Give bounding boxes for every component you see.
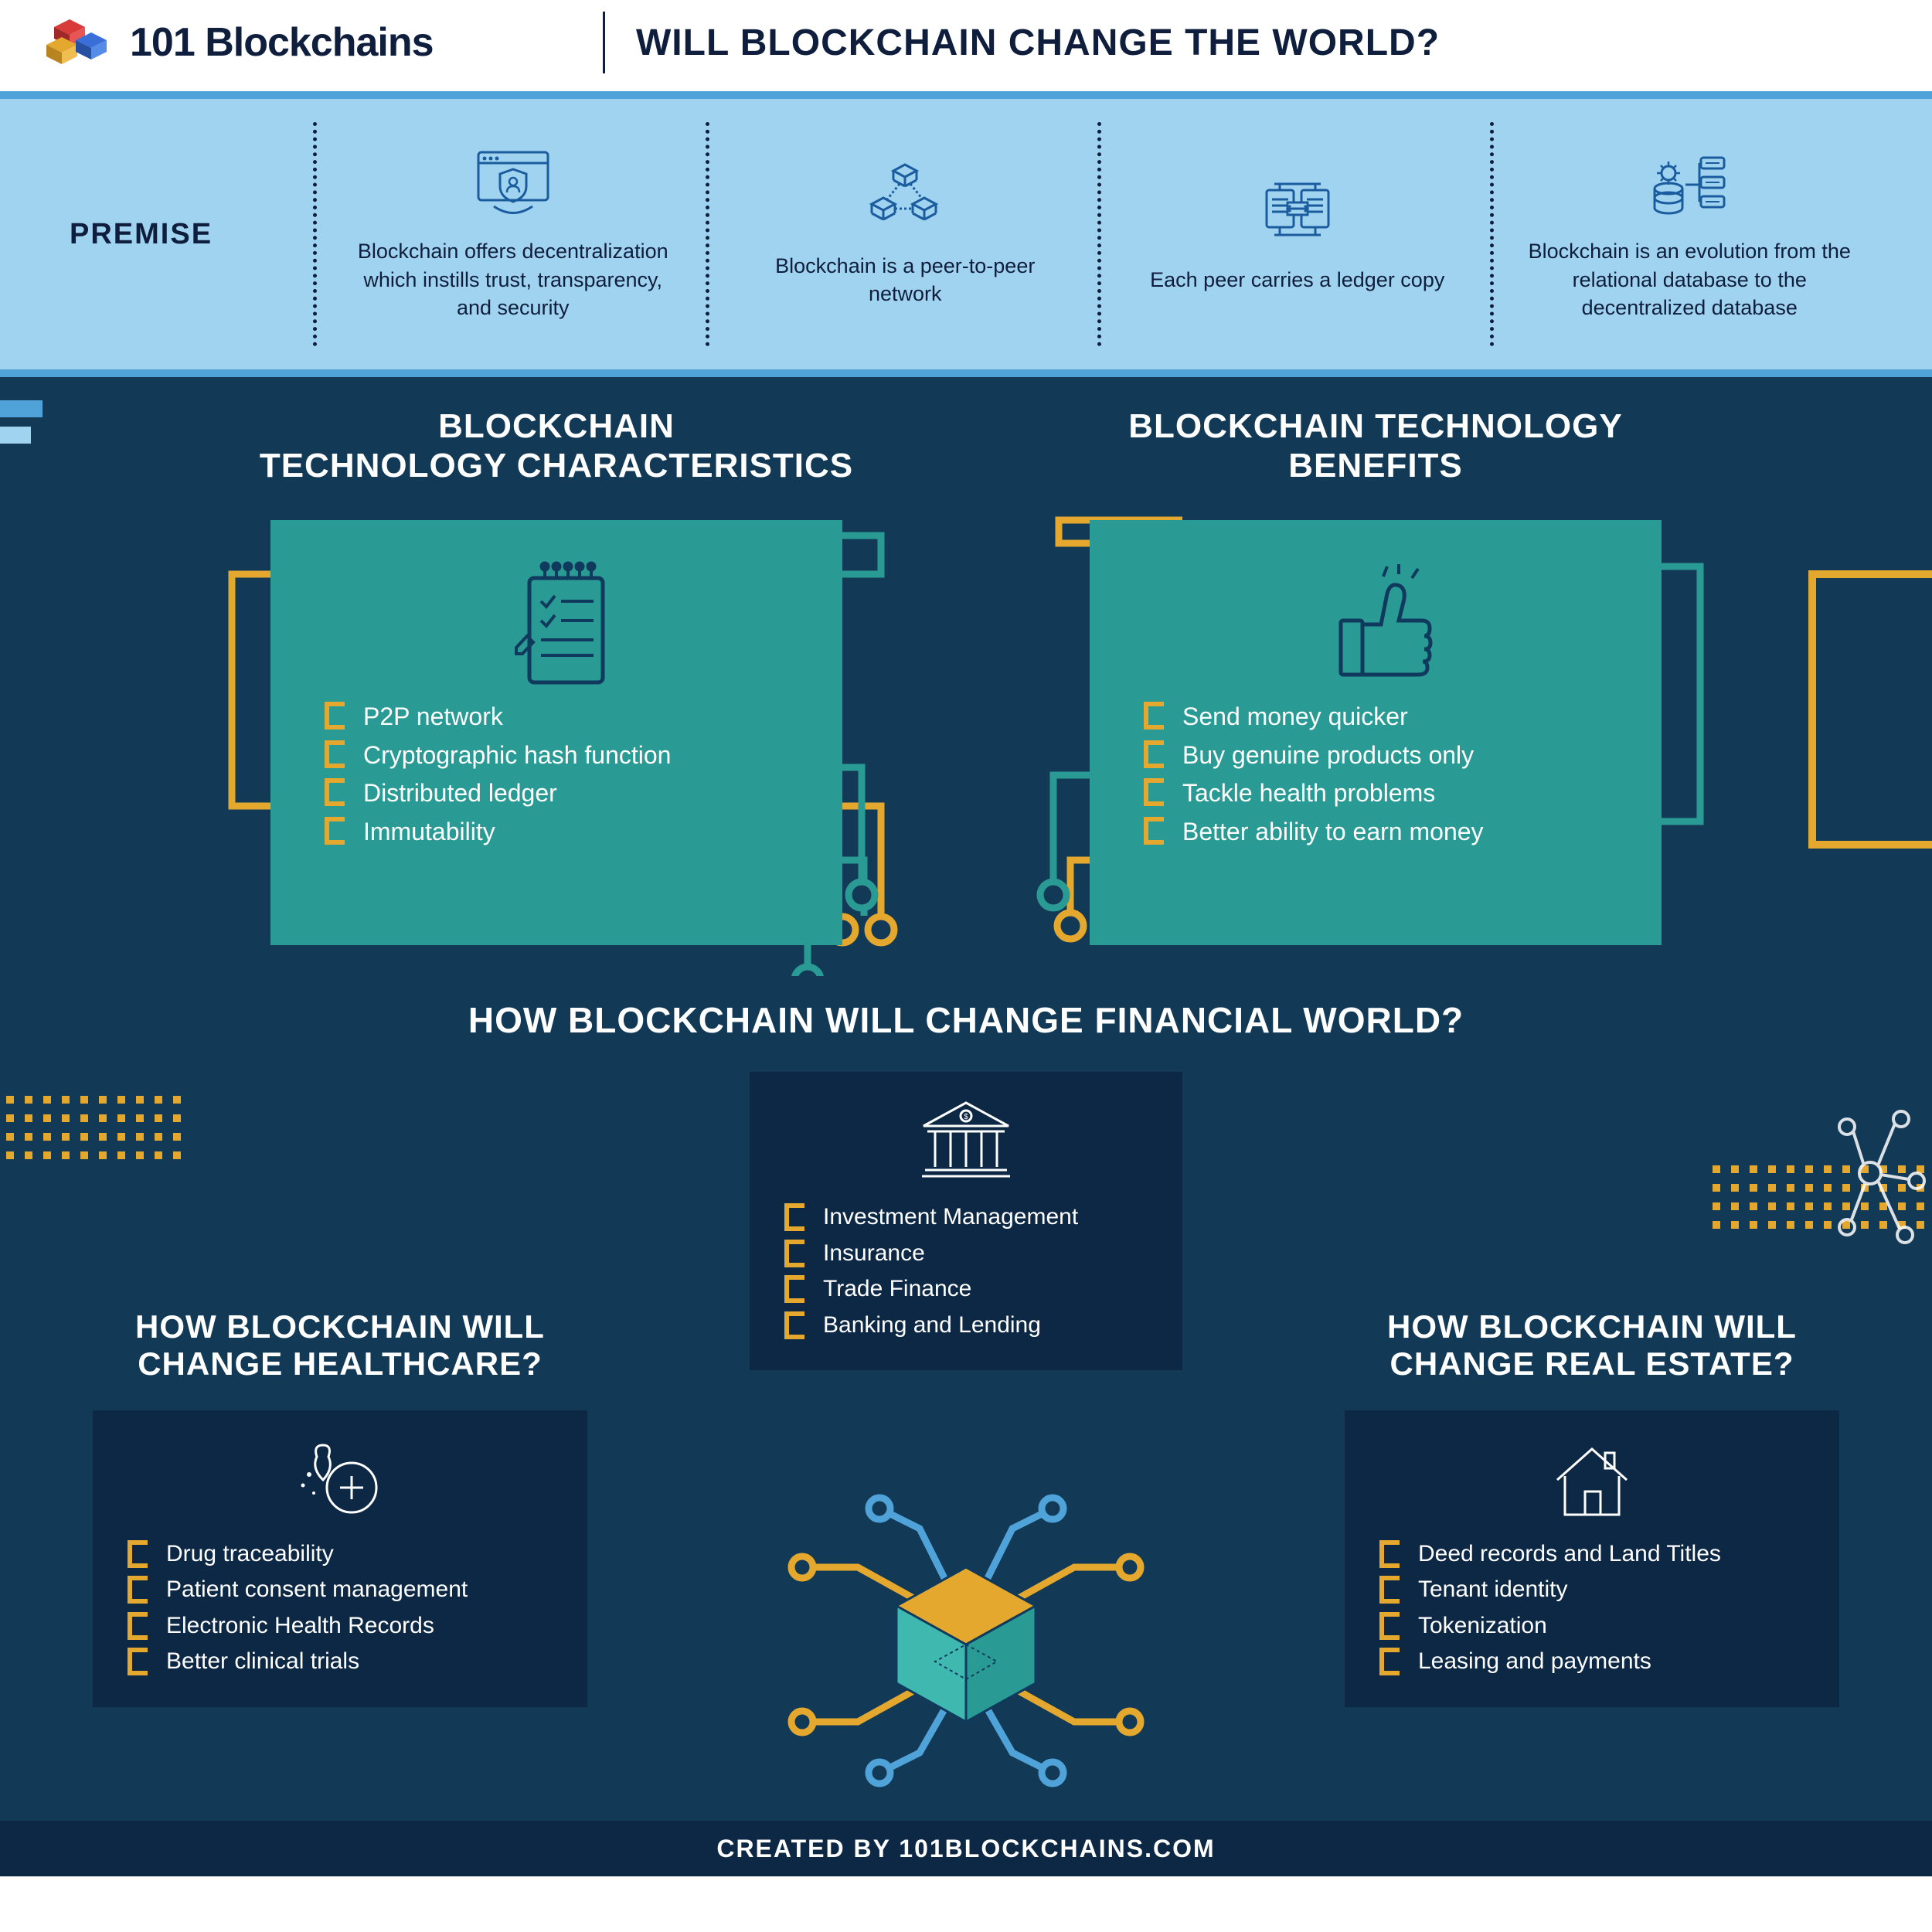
premise-item: Each peer carries a ledger copy [1101,99,1494,369]
list-item: Leasing and payments [1379,1644,1804,1680]
list-item: Banking and Lending [784,1308,1148,1344]
main-body: BLOCKCHAINTECHNOLOGY CHARACTERISTICS [0,377,1932,1876]
list-item: Trade Finance [784,1271,1148,1308]
header-bar: 101 Blockchains WILL BLOCKCHAIN CHANGE T… [0,0,1932,85]
p2p-network-icon [862,161,947,238]
list-item: Tackle health problems [1144,774,1623,813]
list-item: Electronic Health Records [128,1608,553,1645]
medical-cross-icon [128,1437,553,1522]
list-item: Tenant identity [1379,1572,1804,1608]
svg-text:$: $ [964,1113,968,1121]
realestate-card: Deed records and Land Titles Tenant iden… [1345,1410,1839,1707]
list-item: Deed records and Land Titles [1379,1536,1804,1573]
header-divider [603,12,605,73]
premise-item-text: Blockchain is an evolution from the rela… [1521,237,1859,321]
premise-items: Blockchain offers decentralization which… [317,99,1886,369]
realestate-list: Deed records and Land Titles Tenant iden… [1379,1536,1804,1680]
premise-label: PREMISE [70,218,301,251]
healthcare-column: HOW BLOCKCHAIN WILLCHANGE HEALTHCARE? [93,1308,587,1707]
list-item: Immutability [325,813,804,852]
logo-text: 101 Blockchains [130,19,434,66]
footer-text: CREATED BY 101BLOCKCHAINS.COM [716,1835,1215,1863]
brand-logo: 101 Blockchains [46,15,603,70]
premise-band: PREMISE Blockchain offers decentralizati… [0,91,1932,377]
database-evolution-icon [1647,146,1732,223]
page-title: WILL BLOCKCHAIN CHANGE THE WORLD? [636,22,1440,64]
decor-right-frame [1808,570,1932,849]
characteristics-column: BLOCKCHAINTECHNOLOGY CHARACTERISTICS [209,404,904,945]
decor-left-bars [0,400,43,444]
footer-bar: CREATED BY 101BLOCKCHAINS.COM [0,1821,1932,1876]
characteristics-list: P2P network Cryptographic hash function … [325,698,804,851]
list-item: Better ability to earn money [1144,813,1623,852]
benefits-card: Send money quicker Buy genuine products … [1090,520,1662,945]
list-item: Insurance [784,1236,1148,1272]
benefits-list: Send money quicker Buy genuine products … [1144,698,1623,851]
house-icon [1379,1437,1804,1522]
realestate-title: HOW BLOCKCHAIN WILLCHANGE REAL ESTATE? [1345,1308,1839,1383]
list-item: Cryptographic hash function [325,736,804,775]
list-item: Patient consent management [128,1572,553,1608]
financial-card: $ Investment Management Insurance Trade … [750,1072,1182,1370]
characteristics-title: BLOCKCHAINTECHNOLOGY CHARACTERISTICS [209,404,904,489]
premise-item: Blockchain is a peer-to-peer network [709,99,1102,369]
decor-dots-left [0,1096,181,1159]
list-item: Drug traceability [128,1536,553,1573]
list-item: P2P network [325,698,804,736]
ledger-copy-icon [1255,175,1340,252]
premise-item-text: Each peer carries a ledger copy [1150,266,1444,294]
premise-item: Blockchain offers decentralization which… [317,99,709,369]
logo-blocks-icon [46,15,116,70]
premise-item: Blockchain is an evolution from the rela… [1494,99,1886,369]
benefits-title: BLOCKCHAIN TECHNOLOGYBENEFITS [1028,404,1723,489]
infographic-root: 101 Blockchains WILL BLOCKCHAIN CHANGE T… [0,0,1932,1932]
thumbs-up-icon [1144,551,1623,698]
premise-item-text: Blockchain offers decentralization which… [344,237,682,321]
premise-item-text: Blockchain is a peer-to-peer network [736,252,1075,308]
top-two-columns: BLOCKCHAINTECHNOLOGY CHARACTERISTICS [0,377,1932,945]
decor-network-right [1816,1104,1932,1258]
financial-title: HOW BLOCKCHAIN WILL CHANGE FINANCIAL WOR… [0,999,1932,1041]
privacy-shield-icon [471,146,556,223]
center-cube-graphic [703,1467,1229,1791]
healthcare-list: Drug traceability Patient consent manage… [128,1536,553,1680]
bank-building-icon: $ [784,1099,1148,1184]
list-item: Distributed ledger [325,774,804,813]
list-item: Investment Management [784,1199,1148,1236]
list-item: Buy genuine products only [1144,736,1623,775]
healthcare-title: HOW BLOCKCHAIN WILLCHANGE HEALTHCARE? [93,1308,587,1383]
list-item: Better clinical trials [128,1644,553,1680]
financial-list: Investment Management Insurance Trade Fi… [784,1199,1148,1343]
list-item: Tokenization [1379,1608,1804,1645]
benefits-column: BLOCKCHAIN TECHNOLOGYBENEFITS [1028,404,1723,945]
realestate-column: HOW BLOCKCHAIN WILLCHANGE REAL ESTATE? D… [1345,1308,1839,1707]
characteristics-card: P2P network Cryptographic hash function … [270,520,842,945]
healthcare-card: Drug traceability Patient consent manage… [93,1410,587,1707]
list-item: Send money quicker [1144,698,1623,736]
checklist-clipboard-icon [325,551,804,698]
